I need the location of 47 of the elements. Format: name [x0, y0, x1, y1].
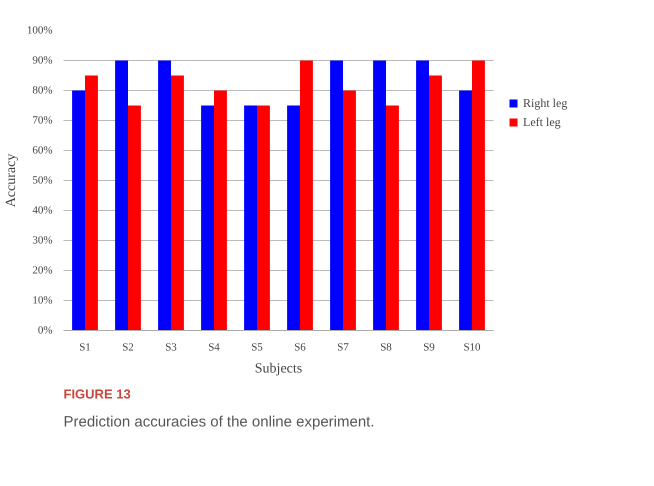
x-tick-label: S6	[294, 342, 306, 354]
y-tick-label: 40%	[32, 204, 53, 216]
bar	[201, 106, 214, 330]
x-tick-label: S10	[463, 342, 482, 354]
x-tick-label: S8	[380, 342, 392, 354]
x-axis-title: Subjects	[254, 362, 302, 376]
y-tick-label: 80%	[32, 84, 53, 96]
bar	[386, 106, 399, 330]
x-tick-label: S2	[122, 342, 134, 354]
y-tick-label: 0%	[38, 324, 53, 336]
bar	[257, 106, 270, 330]
bar	[115, 60, 128, 330]
bar	[330, 60, 343, 330]
legend-label: Right leg	[523, 96, 568, 110]
y-tick-label: 10%	[32, 294, 53, 306]
bar	[158, 60, 171, 330]
bar	[214, 90, 227, 330]
x-tick-label: S7	[337, 342, 350, 354]
bar	[459, 90, 472, 330]
y-tick-label: 30%	[32, 234, 53, 246]
bar	[429, 76, 442, 330]
y-tick-label: 50%	[32, 174, 53, 186]
bar	[300, 60, 313, 330]
bar	[128, 106, 141, 330]
y-tick-label: 100%	[26, 24, 53, 36]
y-tick-label: 20%	[32, 264, 53, 276]
y-tick-label: 70%	[32, 114, 53, 126]
bar	[85, 76, 98, 330]
caption: FIGURE 13	[64, 386, 131, 402]
y-axis-title: Accuracy	[4, 154, 19, 208]
x-tick-label: S1	[79, 342, 91, 354]
x-tick-label: S4	[208, 342, 220, 354]
bar	[171, 76, 184, 330]
x-tick-label: S3	[165, 342, 178, 354]
bar	[416, 60, 429, 330]
bar	[287, 106, 300, 330]
y-tick-label: 90%	[32, 54, 53, 66]
bar	[373, 60, 386, 330]
text: Prediction accuracies of the online experiment.	[64, 414, 375, 430]
bar	[472, 60, 485, 330]
bar	[343, 90, 356, 330]
x-tick-label: S5	[251, 342, 264, 354]
y-tick-label: 60%	[32, 144, 53, 156]
legend-label: Left leg	[523, 114, 561, 130]
x-tick-label: S9	[423, 342, 436, 354]
bar	[244, 106, 257, 330]
bar	[72, 90, 85, 330]
